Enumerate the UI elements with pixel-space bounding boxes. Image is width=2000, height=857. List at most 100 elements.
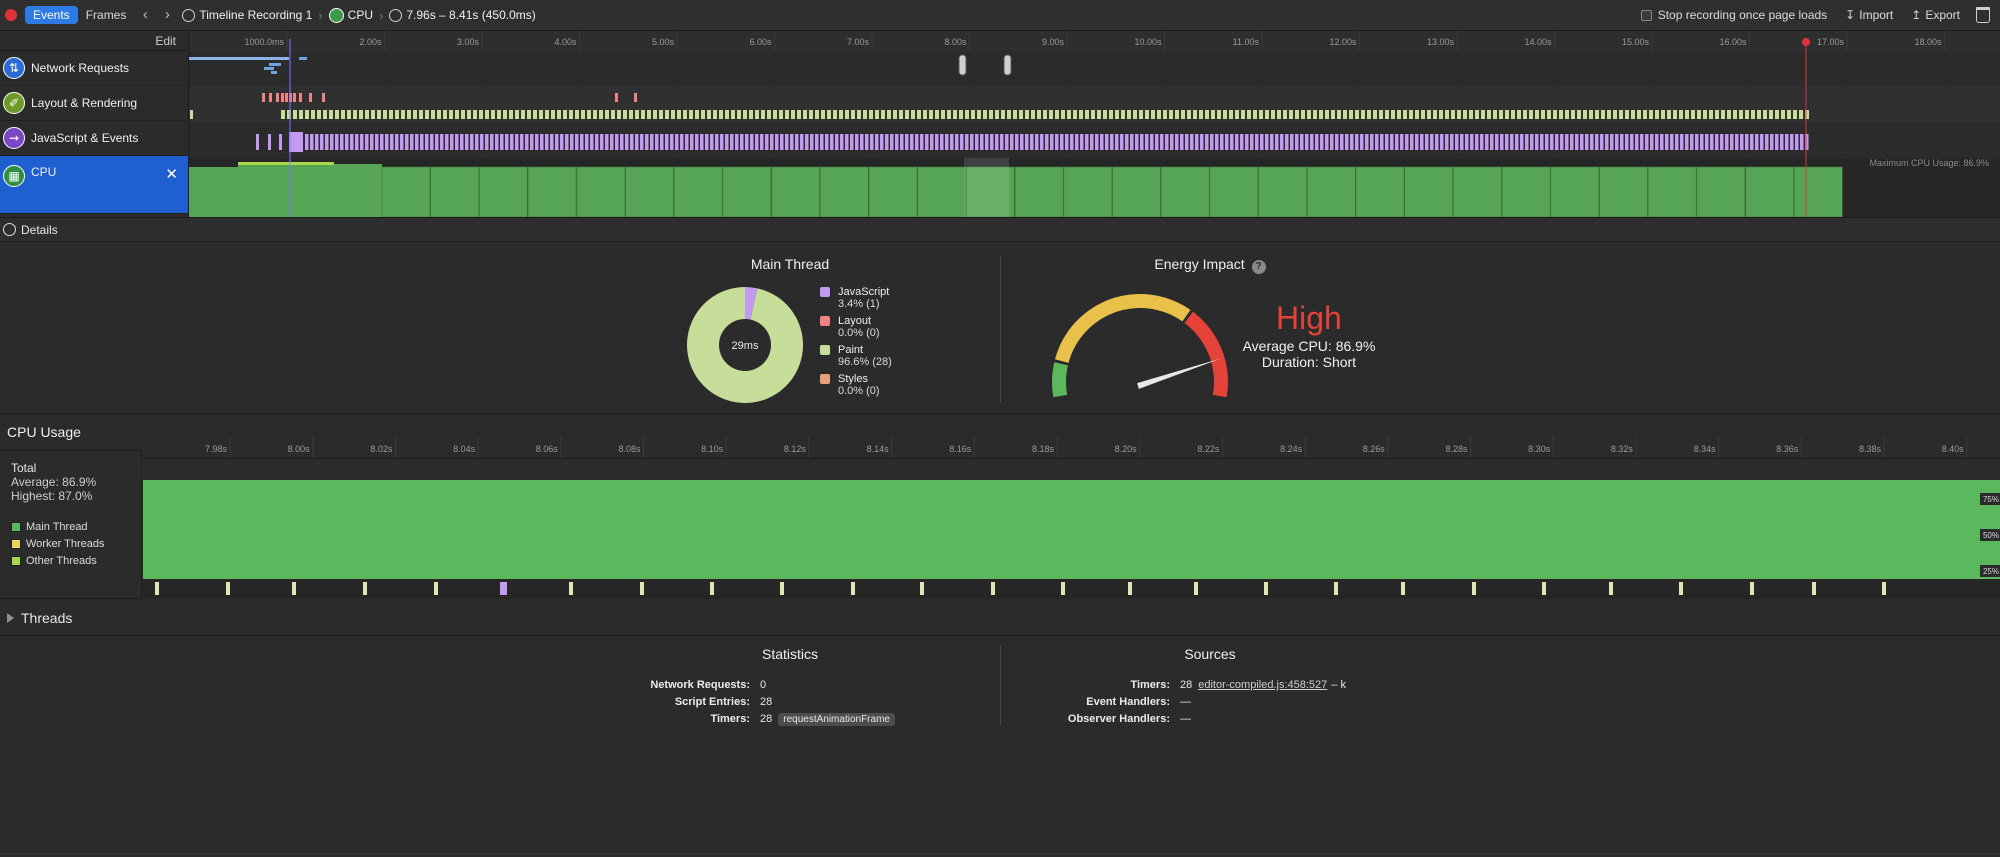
ruler-tick-label: 9.00s bbox=[1042, 37, 1065, 47]
cpu-bar bbox=[527, 166, 577, 217]
paint-bar bbox=[1133, 110, 1137, 119]
script-bar bbox=[1030, 134, 1034, 150]
script-bar bbox=[1795, 134, 1799, 150]
trash-icon[interactable] bbox=[1976, 7, 1990, 23]
threads-disclosure[interactable]: Threads bbox=[0, 600, 2000, 636]
paint-bar bbox=[539, 110, 543, 119]
script-bar bbox=[845, 134, 849, 150]
cpu-usage-summary: Total Average: 86.9% Highest: 87.0% Main… bbox=[0, 450, 142, 600]
paint-bar bbox=[1079, 110, 1083, 119]
script-bar bbox=[945, 134, 949, 150]
script-bar bbox=[1785, 134, 1789, 150]
paint-bar bbox=[1433, 110, 1437, 119]
tab-events[interactable]: Events bbox=[25, 6, 78, 24]
cpu-bar bbox=[334, 164, 382, 217]
script-bar bbox=[835, 134, 839, 150]
network-bar bbox=[271, 71, 277, 74]
export-button[interactable]: ↥ Export bbox=[1911, 8, 1960, 22]
cpu-bar bbox=[1355, 166, 1405, 217]
script-bar bbox=[1675, 134, 1679, 150]
script-bar bbox=[420, 134, 424, 150]
paint-bar bbox=[1253, 110, 1257, 119]
paint-bar bbox=[1301, 110, 1305, 119]
timeline-row-network[interactable]: ⇅ Network Requests bbox=[0, 51, 188, 86]
script-bar bbox=[1500, 134, 1504, 150]
import-button[interactable]: ↧ Import bbox=[1845, 8, 1893, 22]
stat-value: 28 bbox=[760, 713, 773, 725]
ruler-background bbox=[189, 31, 2000, 51]
script-bar bbox=[700, 134, 704, 150]
script-bar bbox=[1040, 134, 1044, 150]
script-bar bbox=[825, 134, 829, 150]
selection-start-handle[interactable] bbox=[958, 54, 967, 76]
paint-bar bbox=[701, 110, 705, 119]
script-bar bbox=[345, 134, 349, 150]
paint-bar bbox=[815, 110, 819, 119]
script-bar bbox=[1645, 134, 1649, 150]
paint-bar bbox=[635, 110, 639, 119]
paint-bar bbox=[1571, 110, 1575, 119]
timeline-graph[interactable]: 1000.0ms 2.00s 3.00s 4.00s 5.00s 6.00s 7.00s 8.… bbox=[189, 31, 2000, 217]
export-label: Export bbox=[1925, 8, 1960, 22]
cpu-usage-chart[interactable]: 7.98s 8.00s 8.02s 8.04s 8.06s 8.08s 8.10s 8.12s… bbox=[142, 436, 2000, 599]
source-link[interactable]: editor-compiled.js:458:527 bbox=[1198, 679, 1328, 691]
script-bar bbox=[410, 134, 414, 150]
stop-recording-checkbox[interactable] bbox=[1640, 9, 1652, 21]
legend-text: Paint 96.6% (28) bbox=[838, 344, 892, 368]
ruler-tick-label: 1000.0ms bbox=[244, 37, 284, 47]
back-arrow-icon[interactable]: ‹ bbox=[142, 6, 148, 23]
tick-label: 8.20s bbox=[1115, 444, 1138, 454]
event-marker bbox=[640, 582, 644, 595]
tick-label: 8.14s bbox=[867, 444, 890, 454]
paint-bar bbox=[190, 110, 193, 119]
paint-bar bbox=[1589, 110, 1593, 119]
stat-key: Network Requests: bbox=[650, 679, 750, 691]
paint-bar bbox=[671, 110, 675, 119]
script-bar bbox=[755, 134, 759, 150]
close-icon[interactable]: ✕ bbox=[165, 166, 178, 183]
script-bar bbox=[875, 134, 879, 150]
paint-bar bbox=[1799, 110, 1803, 119]
timeline-row-layout[interactable]: ✐ Layout & Rendering bbox=[0, 86, 188, 121]
script-bar bbox=[330, 134, 334, 150]
help-icon[interactable]: ? bbox=[1251, 260, 1266, 274]
paint-bar bbox=[599, 110, 603, 119]
script-bar bbox=[1335, 134, 1339, 150]
timeline-row-cpu[interactable]: ▦ CPU ✕ bbox=[0, 156, 188, 214]
selection-end-handle[interactable] bbox=[1003, 54, 1012, 76]
breadcrumb-instrument[interactable]: CPU bbox=[325, 5, 377, 25]
script-bar bbox=[1475, 134, 1479, 150]
script-bar bbox=[1610, 134, 1614, 150]
tab-frames[interactable]: Frames bbox=[85, 8, 127, 22]
script-bar bbox=[745, 134, 749, 150]
record-button[interactable] bbox=[5, 9, 17, 21]
ruler-tick-label: 4.00s bbox=[554, 37, 577, 47]
script-bar bbox=[1050, 134, 1054, 150]
script-bar bbox=[1220, 134, 1224, 150]
paint-bar bbox=[1379, 110, 1383, 119]
paint-bar bbox=[293, 110, 297, 119]
script-bar bbox=[685, 134, 689, 150]
timeline-sidebar: Edit ⇅ Network Requests ✐ Layout & Rende… bbox=[0, 31, 189, 217]
script-bar bbox=[1670, 134, 1674, 150]
breadcrumb-recording[interactable]: Timeline Recording 1 bbox=[178, 5, 316, 25]
paint-bar bbox=[1619, 110, 1623, 119]
paint-bar bbox=[1601, 110, 1605, 119]
script-bar bbox=[1760, 134, 1764, 150]
stop-recording-label: Stop recording once page loads bbox=[1657, 8, 1828, 22]
paint-bar bbox=[1391, 110, 1395, 119]
tick-label: 8.02s bbox=[370, 444, 393, 454]
paint-bar bbox=[353, 110, 357, 119]
script-bar bbox=[820, 134, 824, 150]
script-bar bbox=[1360, 134, 1364, 150]
edit-button[interactable]: Edit bbox=[0, 31, 188, 51]
timeline-icon bbox=[182, 8, 196, 22]
breadcrumb-range[interactable]: 7.96s – 8.41s (450.0ms) bbox=[385, 5, 539, 25]
script-bar bbox=[970, 134, 974, 150]
timeline-row-javascript[interactable]: ⇝ JavaScript & Events bbox=[0, 121, 188, 156]
breadcrumb-separator: › bbox=[318, 7, 323, 23]
forward-arrow-icon[interactable]: › bbox=[164, 6, 170, 23]
paint-bar bbox=[875, 110, 879, 119]
paint-bar bbox=[1715, 110, 1719, 119]
details-bar[interactable]: Details bbox=[0, 217, 2000, 242]
